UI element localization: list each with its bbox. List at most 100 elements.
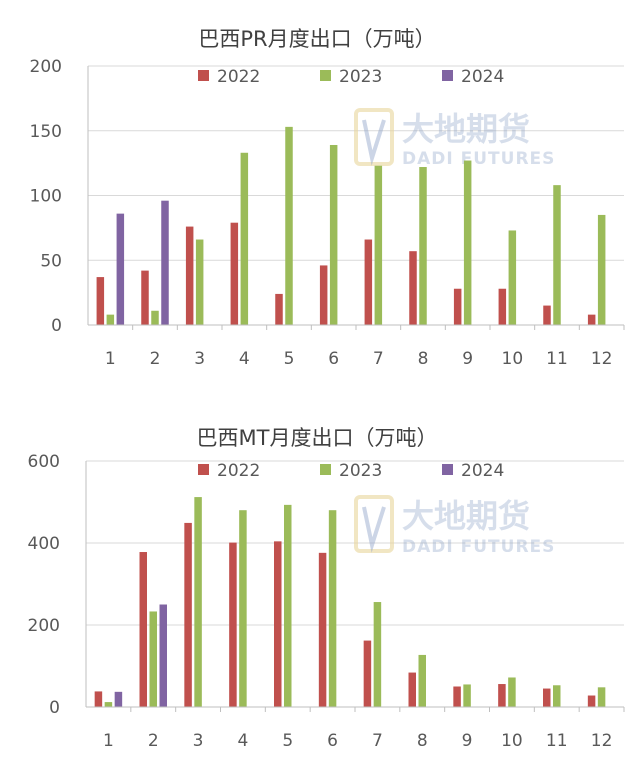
bar-2022-4	[229, 542, 237, 707]
bar-2022-1	[96, 277, 105, 325]
x-tick-label: 12	[591, 731, 613, 751]
y-tick-label: 0	[49, 698, 60, 718]
bar-2022-11	[543, 305, 551, 325]
bar-2022-12	[587, 314, 596, 325]
bar-2024-1	[114, 691, 123, 707]
x-tick-label: 9	[462, 349, 473, 369]
y-tick-label: 0	[51, 316, 62, 336]
bar-2022-5	[275, 293, 283, 325]
x-tick-label: 5	[282, 731, 293, 751]
bar-2022-6	[318, 552, 327, 707]
watermark-logo: 大地期货 DADI FUTURES	[354, 495, 555, 557]
bar-2023-9	[463, 684, 471, 707]
chart-pr-exports: 巴西PR月度出口（万吨） 大地期货 DADI FUTURES 0 50 100 150…	[30, 27, 625, 369]
legend-label: 2023	[339, 461, 382, 481]
watermark-en: DADI FUTURES	[402, 537, 555, 557]
bar-2023-6	[329, 144, 338, 325]
bar-2022-3	[184, 522, 192, 707]
legend-swatch-2024	[442, 70, 453, 81]
y-tick-label: 100	[30, 187, 62, 207]
legend-label: 2022	[217, 67, 260, 87]
bar-2022-3	[185, 226, 194, 325]
bar-2022-8	[408, 672, 416, 707]
bar-2022-6	[319, 265, 328, 325]
chart-mt-exports: 巴西MT月度出口（万吨） 大地期货 DADI FUTURES 0 200 400 60…	[0, 382, 644, 764]
x-tick-label: 9	[462, 731, 473, 751]
x-tick-label: 6	[328, 349, 339, 369]
x-tick-label: 1	[103, 731, 114, 751]
legend-label: 2023	[339, 67, 382, 87]
legend-label: 2022	[217, 461, 260, 481]
bar-2023-4	[240, 152, 249, 325]
bar-2023-10	[508, 677, 516, 707]
bar-2022-5	[274, 541, 282, 707]
bar-2023-6	[328, 510, 337, 707]
bar-2023-2	[151, 310, 159, 325]
bar-2023-2	[149, 611, 157, 707]
bar-2023-4	[239, 510, 247, 707]
bar-2022-1	[94, 691, 103, 707]
y-tick-label: 200	[28, 616, 60, 636]
legend-swatch-2023	[320, 70, 331, 81]
legend-swatch-2022	[198, 70, 209, 81]
dadi-logo-icon	[354, 108, 394, 166]
x-tick-label: 2	[150, 349, 161, 369]
bar-2023-12	[597, 214, 606, 325]
y-tick-label: 400	[28, 534, 60, 554]
bar-2022-2	[141, 270, 149, 325]
x-tick-label: 8	[417, 731, 428, 751]
legend: 2022 2023 2024	[198, 67, 504, 87]
bar-2024-2	[159, 604, 167, 707]
x-tick-label: 1	[105, 349, 116, 369]
y-tick-label: 50	[40, 251, 62, 271]
bar-2022-4	[230, 222, 239, 325]
x-tick-label: 10	[502, 349, 524, 369]
legend: 2022 2023 2024	[198, 461, 504, 481]
legend-swatch-2023	[320, 464, 331, 475]
x-tick-label: 8	[418, 349, 429, 369]
x-tick-label: 11	[546, 349, 568, 369]
x-tick-label: 11	[546, 731, 568, 751]
watermark-en: DADI FUTURES	[402, 149, 555, 169]
bar-2023-10	[508, 230, 517, 325]
x-tick-label: 7	[372, 731, 383, 751]
x-tick-label: 6	[327, 731, 338, 751]
x-tick-label: 2	[148, 731, 159, 751]
x-tick-label: 3	[194, 349, 205, 369]
bar-2022-11	[543, 688, 551, 707]
x-tick-label: 12	[591, 349, 613, 369]
bar-2023-12	[597, 687, 606, 707]
bar-2023-8	[419, 167, 427, 325]
legend-swatch-2024	[442, 464, 453, 475]
bar-2022-10	[498, 288, 507, 325]
x-tick-label: 4	[239, 349, 250, 369]
x-tick-label: 10	[501, 731, 523, 751]
bars	[96, 126, 606, 326]
legend-swatch-2022	[198, 464, 209, 475]
bar-2022-10	[498, 684, 506, 707]
x-tick-label: 4	[238, 731, 249, 751]
bar-2022-9	[453, 686, 461, 707]
bar-2023-3	[195, 239, 204, 325]
bar-2023-9	[463, 160, 472, 325]
chart-pr-svg: 巴西PR月度出口（万吨） 大地期货 DADI FUTURES 0 50 100 150…	[30, 27, 625, 369]
bar-2024-1	[116, 213, 125, 325]
x-tick-label: 3	[193, 731, 204, 751]
chart-mt-svg: 巴西MT月度出口（万吨） 大地期货 DADI FUTURES 0 200 400 60…	[28, 426, 625, 751]
bar-2023-3	[194, 497, 202, 707]
chart-title: 巴西PR月度出口（万吨）	[198, 27, 435, 51]
chart-title: 巴西MT月度出口（万吨）	[197, 426, 438, 450]
legend-label: 2024	[461, 67, 504, 87]
bar-2022-2	[139, 552, 147, 707]
bars	[94, 497, 606, 707]
watermark-cn: 大地期货	[402, 110, 530, 148]
bar-2023-1	[106, 314, 115, 325]
bar-2023-8	[418, 654, 426, 707]
bar-2023-1	[104, 702, 113, 707]
y-tick-label: 600	[28, 452, 60, 472]
bar-2023-5	[285, 126, 293, 326]
legend-label: 2024	[461, 461, 504, 481]
y-tick-label: 150	[30, 122, 62, 142]
x-tick-label: 5	[284, 349, 295, 369]
